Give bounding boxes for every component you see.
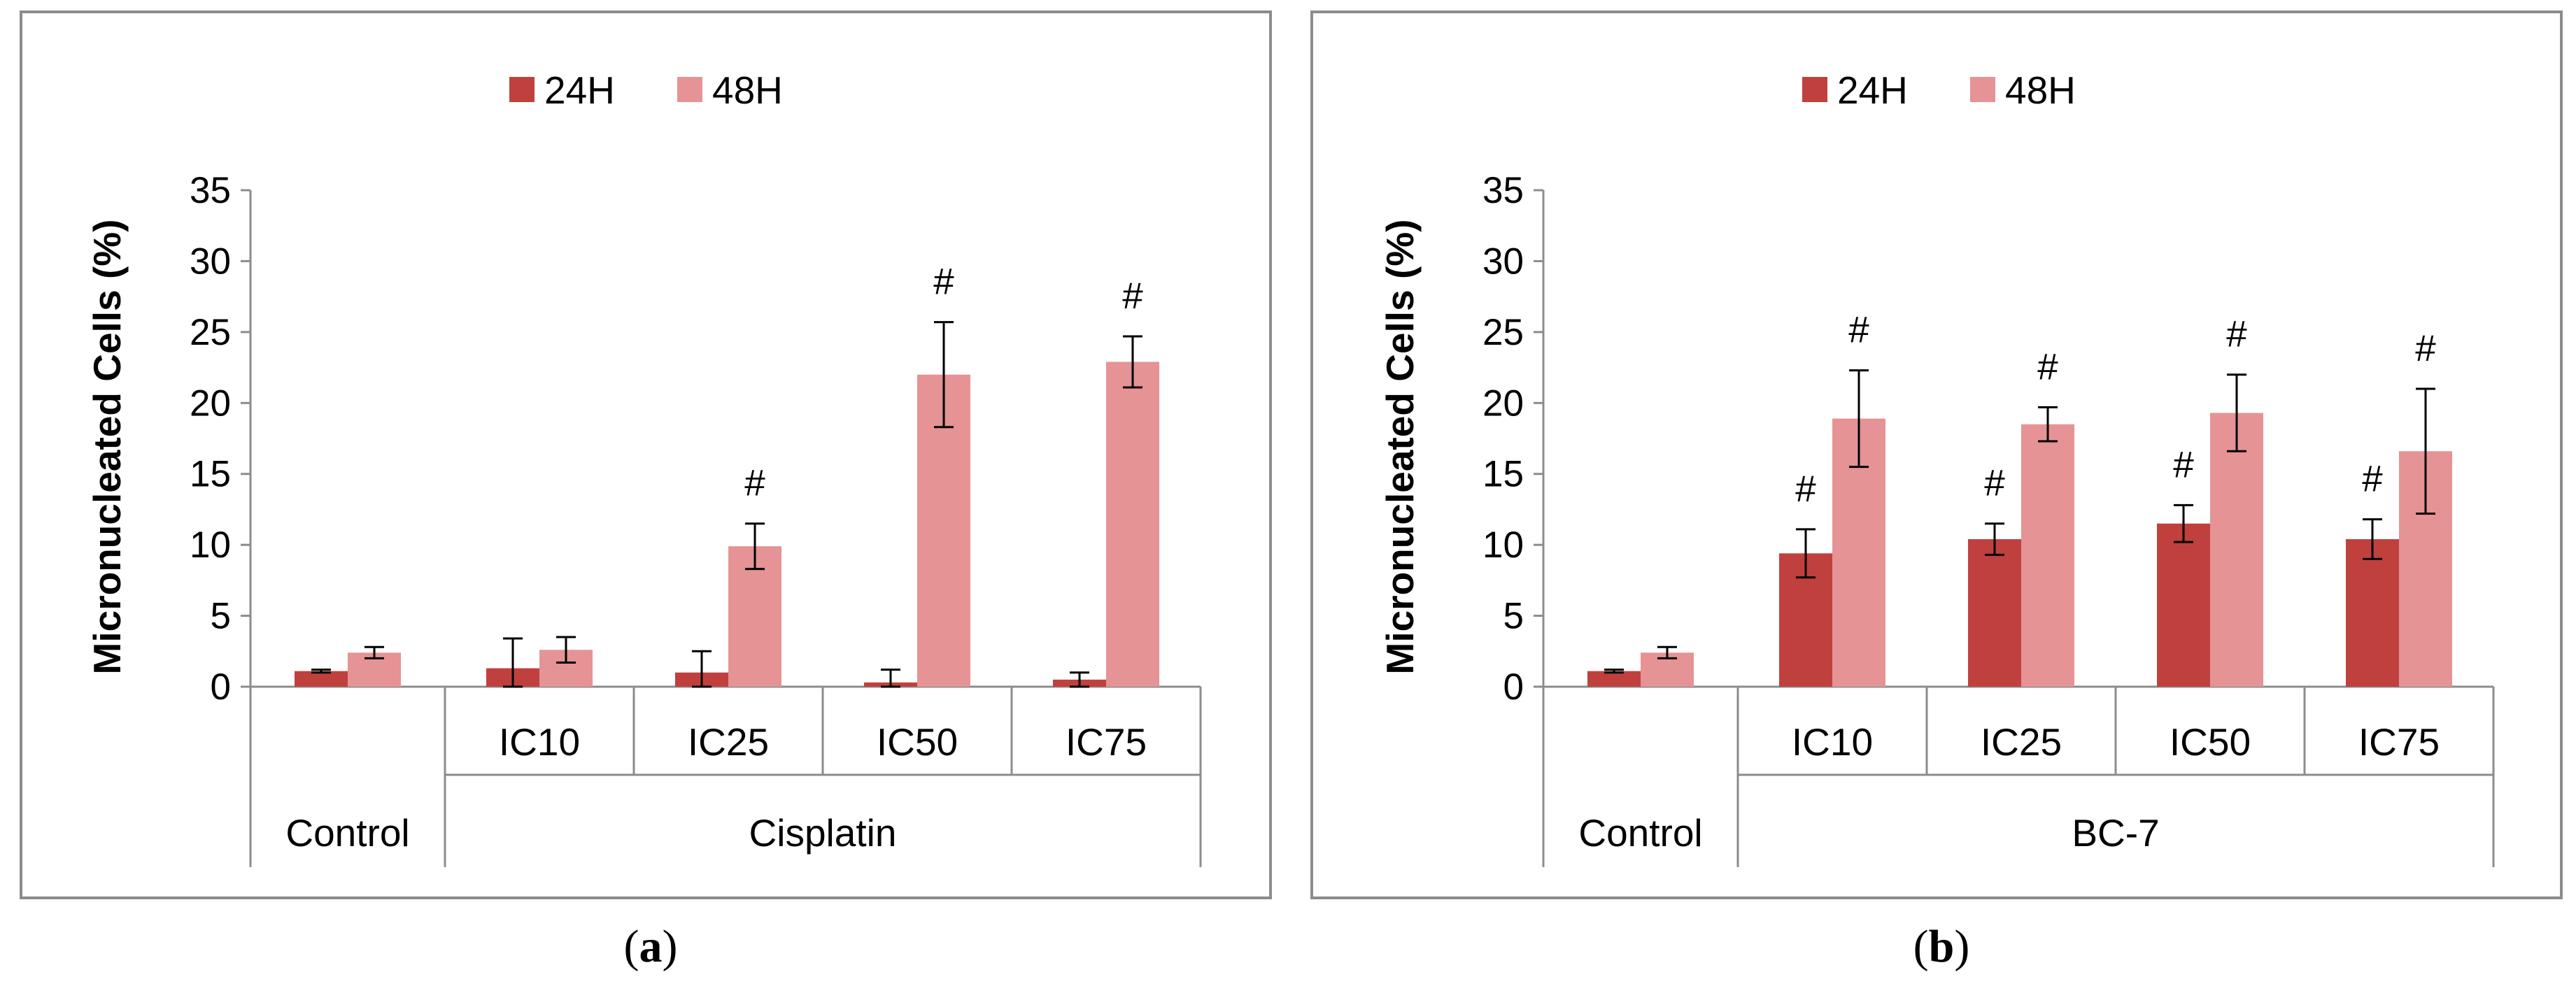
legend-label-48h: 48H — [712, 69, 783, 112]
legend-swatch-24h — [1802, 77, 1827, 102]
legend-label-48h: 48H — [2005, 69, 2076, 112]
bar-24h-4 — [2346, 539, 2399, 687]
bar-24h-0 — [295, 671, 348, 687]
paren-open: ( — [624, 921, 639, 972]
paren-open: ( — [1913, 921, 1929, 972]
category-label: IC50 — [877, 720, 958, 764]
significance-mark: # — [1984, 463, 2005, 504]
group-label: Control — [285, 811, 409, 855]
panel-b: 0 5 10 15 20 25 30 35 Micronucleated Cells (%) IC… — [1310, 10, 2563, 972]
y-tick-label: 10 — [190, 524, 231, 566]
y-tick-label: 0 — [1503, 666, 1524, 708]
y-tick-label: 5 — [211, 596, 231, 637]
category-label: IC50 — [2170, 720, 2251, 764]
bar-48h-2 — [2021, 424, 2074, 687]
significance-mark: # — [2226, 314, 2247, 355]
bar-24h-3 — [2157, 523, 2210, 687]
panel-label: (a) — [624, 921, 678, 972]
y-tick-label: 10 — [1482, 524, 1524, 566]
significance-mark: # — [1848, 310, 1869, 351]
bar-24h-0 — [1587, 671, 1641, 687]
category-label: IC10 — [499, 720, 580, 764]
bar-48h-4 — [1106, 362, 1159, 687]
panel-a: 0 5 10 15 20 25 30 35 Micronucleated Cells (%) IC… — [20, 10, 1272, 972]
legend-label-24h: 24H — [1837, 69, 1908, 112]
y-tick-label: 15 — [1482, 454, 1524, 495]
group-label: BC-7 — [2072, 811, 2159, 855]
chart-frame — [1310, 10, 2563, 899]
category-label: IC25 — [1981, 720, 2062, 764]
y-axis-title: Micronucleated Cells (%) — [1378, 220, 1422, 675]
significance-mark: # — [2415, 328, 2436, 369]
y-tick-label: 30 — [1482, 241, 1524, 282]
significance-mark: # — [933, 262, 954, 303]
paren-close: ) — [663, 921, 678, 972]
panel-label: (b) — [1913, 921, 1970, 972]
legend-swatch-48h — [677, 77, 702, 102]
y-tick-label: 20 — [1482, 383, 1524, 424]
legend-swatch-48h — [1970, 77, 1995, 102]
significance-mark: # — [2037, 346, 2058, 387]
panel-letter: a — [639, 921, 663, 972]
paren-close: ) — [1954, 921, 1969, 972]
significance-mark: # — [2173, 444, 2194, 485]
significance-mark: # — [1122, 276, 1143, 317]
y-tick-label: 0 — [211, 666, 231, 708]
panel-letter: b — [1929, 921, 1955, 972]
significance-mark: # — [2362, 459, 2383, 500]
y-axis-title: Micronucleated Cells (%) — [85, 220, 129, 675]
y-tick-label: 35 — [190, 170, 231, 211]
legend-label-24h: 24H — [544, 69, 615, 112]
y-tick-label: 35 — [1482, 170, 1524, 211]
group-label: Cisplatin — [749, 811, 897, 855]
y-tick-label: 5 — [1503, 596, 1524, 637]
y-tick-label: 20 — [190, 383, 231, 424]
y-tick-label: 15 — [190, 454, 231, 495]
category-label: IC75 — [1066, 720, 1147, 764]
chart-frame — [20, 10, 1272, 899]
category-label: IC75 — [2358, 720, 2440, 764]
category-label: IC10 — [1792, 720, 1873, 764]
bar-48h-3 — [2210, 413, 2263, 687]
bar-24h-2 — [1968, 539, 2021, 687]
legend-swatch-24h — [509, 77, 535, 102]
significance-mark: # — [744, 463, 765, 504]
y-tick-label: 25 — [190, 312, 231, 353]
group-label: Control — [1578, 811, 1702, 855]
y-tick-label: 30 — [190, 241, 231, 282]
significance-mark: # — [1795, 469, 1816, 510]
y-tick-label: 25 — [1482, 312, 1524, 353]
category-label: IC25 — [688, 720, 769, 764]
